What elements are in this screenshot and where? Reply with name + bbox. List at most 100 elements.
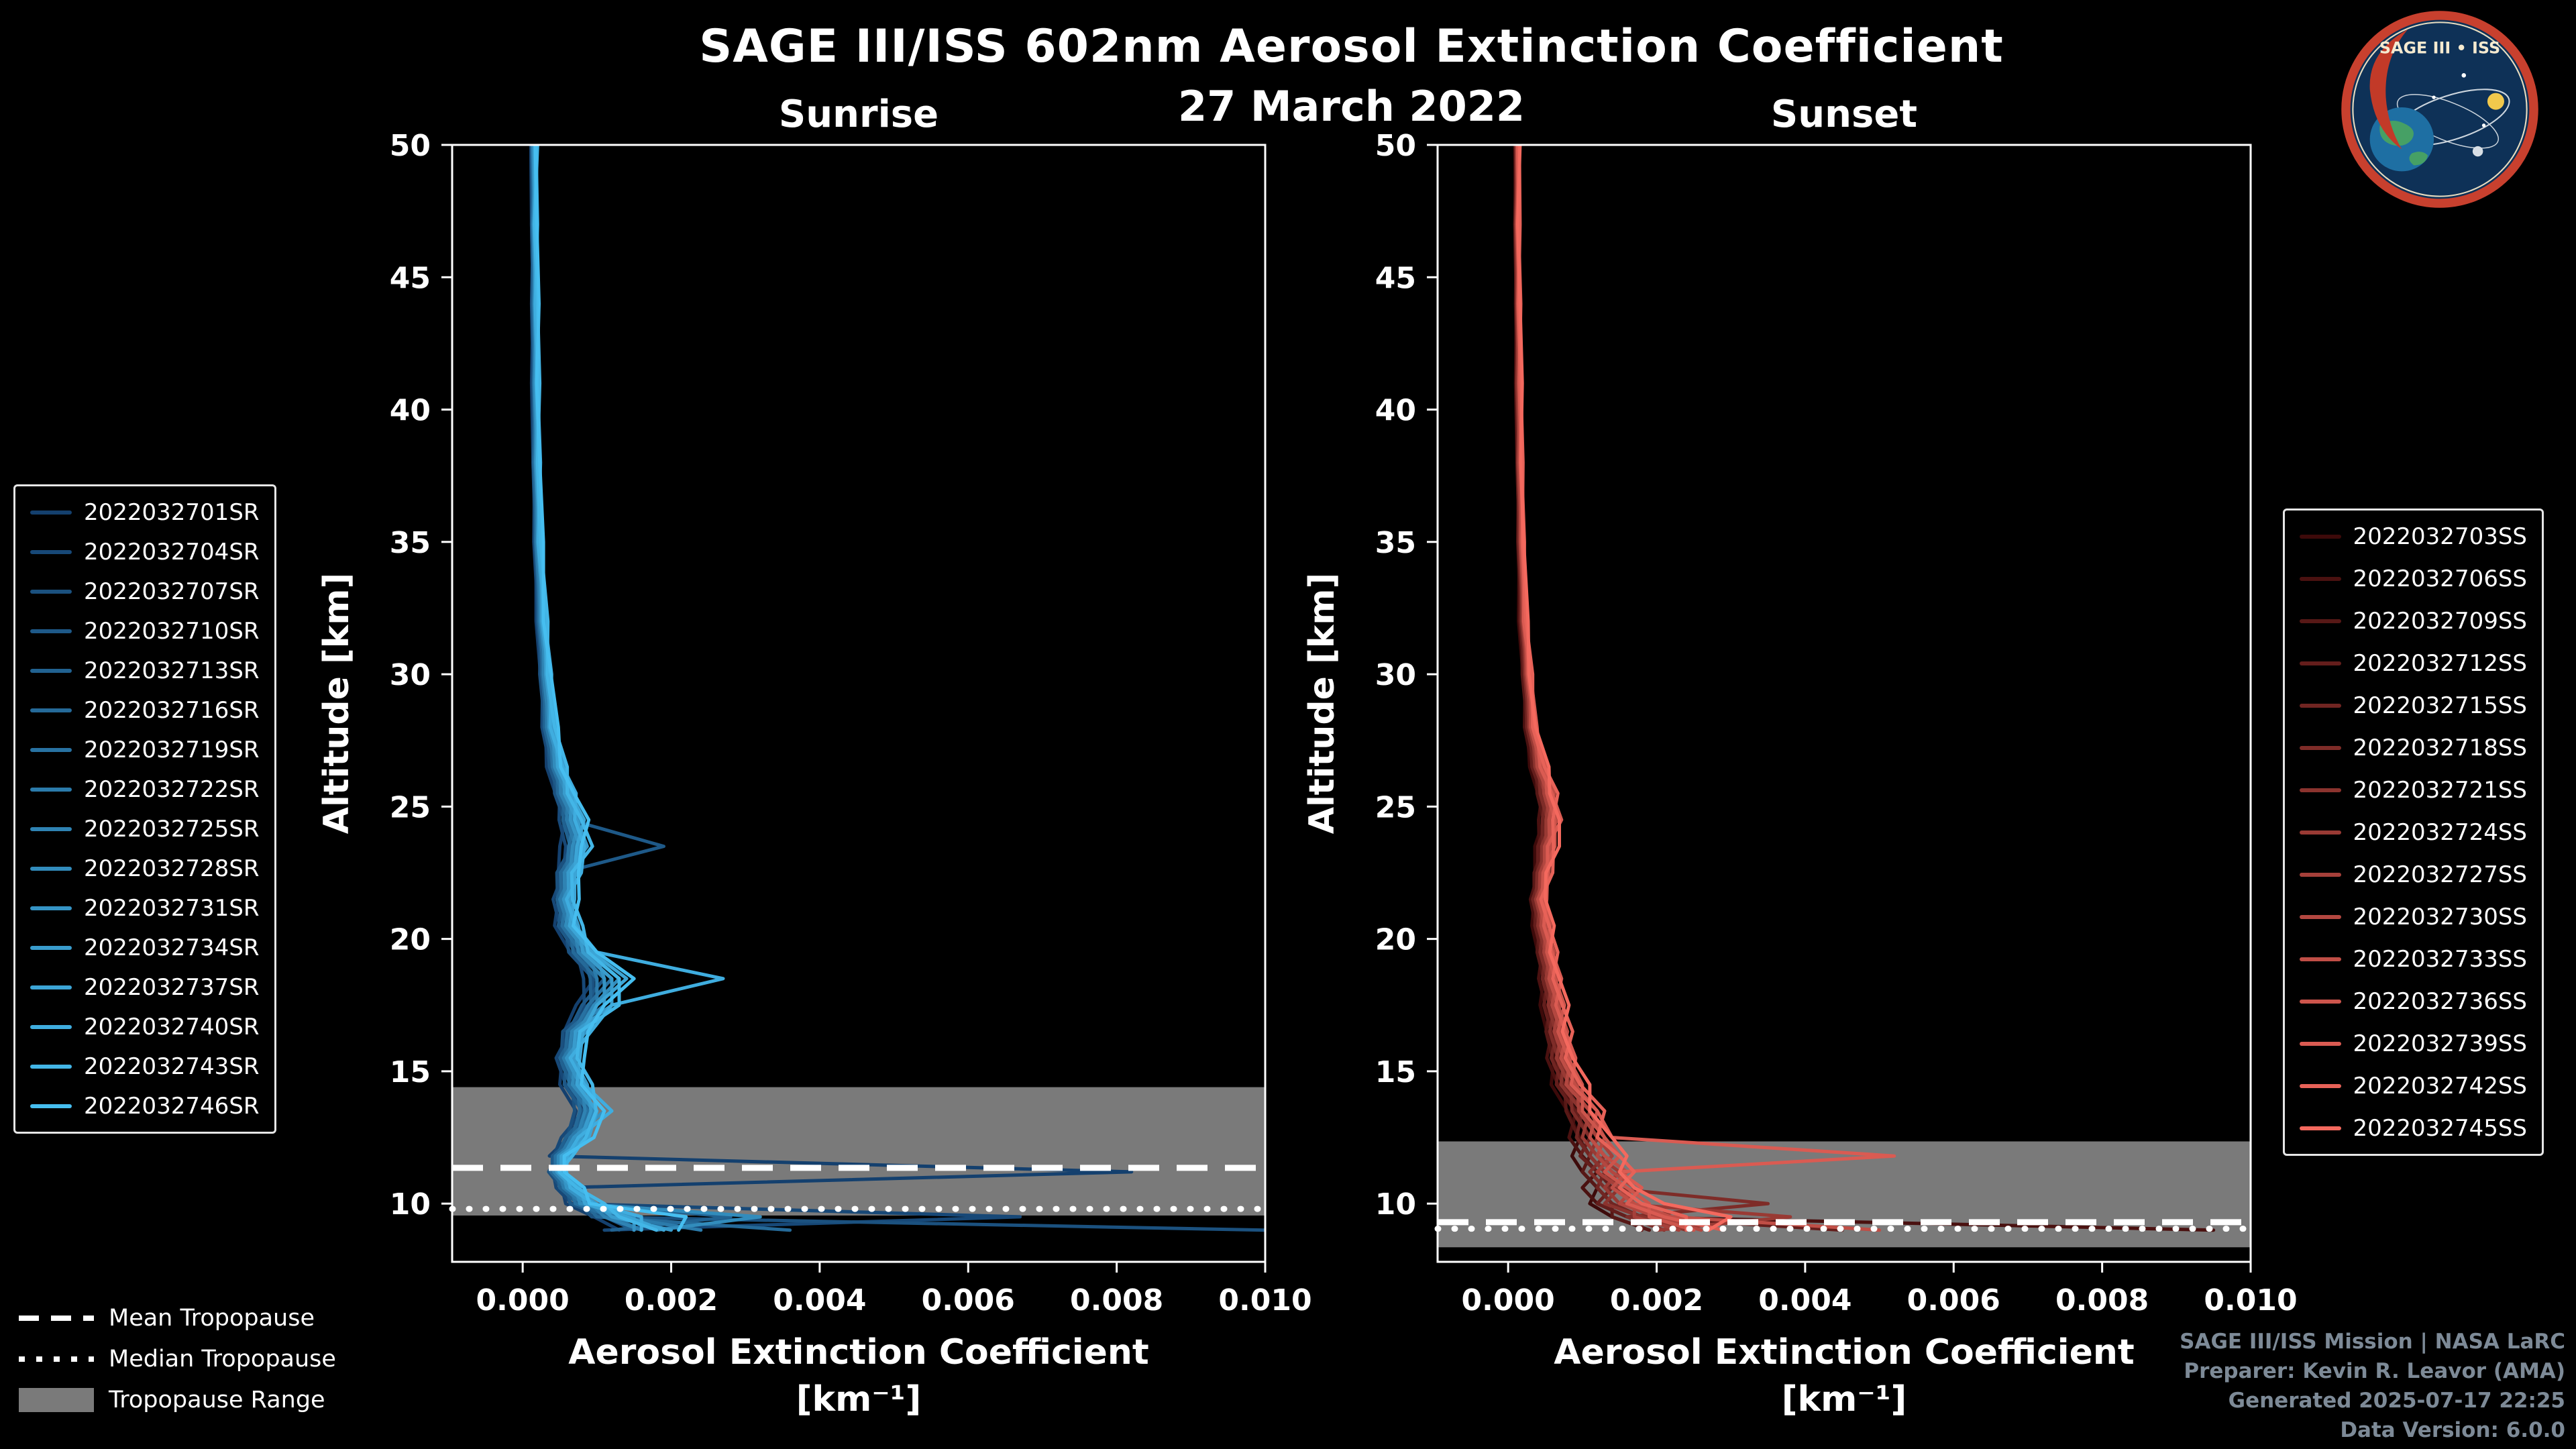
- legend-item-2022032737SR: 2022032737SR: [30, 973, 260, 1001]
- sunrise-y-axis-label: Altitude [km]: [317, 573, 357, 835]
- legend-item-2022032727SS: 2022032727SS: [2299, 861, 2527, 888]
- legend-item-2022032718SS: 2022032718SS: [2299, 734, 2527, 761]
- legend-line-swatch: [30, 985, 72, 989]
- legend-line-swatch: [2299, 534, 2341, 539]
- logo-earth-land-2: [2409, 152, 2428, 166]
- profile-2022032703SS: [1513, 145, 1651, 1232]
- legend-item-2022032745SS: 2022032745SS: [2299, 1114, 2527, 1142]
- legend-event-label: 2022032743SR: [84, 1053, 260, 1080]
- legend-line-swatch: [30, 1104, 72, 1108]
- y-tick-label: 15: [390, 1055, 431, 1089]
- tropopause-range-legend-row: Tropopause Range: [19, 1386, 336, 1413]
- legend-event-label: 2022032731SR: [84, 894, 260, 922]
- sage-iss-logo: SAGE III • ISS: [2341, 11, 2538, 208]
- legend-event-label: 2022032724SS: [2353, 818, 2527, 846]
- legend-item-2022032724SS: 2022032724SS: [2299, 818, 2527, 846]
- x-tick-label: 0.010: [2204, 1283, 2297, 1318]
- logo-star-2: [2481, 123, 2486, 127]
- sunrise-panel-title: Sunrise: [778, 93, 939, 136]
- legend-item-2022032743SR: 2022032743SR: [30, 1053, 260, 1080]
- y-tick-label: 10: [1375, 1187, 1416, 1222]
- y-tick-label: 30: [390, 658, 431, 692]
- x-tick-label: 0.004: [773, 1283, 866, 1318]
- legend-item-2022032734SR: 2022032734SR: [30, 934, 260, 961]
- legend-item-2022032725SR: 2022032725SR: [30, 815, 260, 843]
- legend-item-2022032712SS: 2022032712SS: [2299, 649, 2527, 677]
- y-tick-label: 30: [1375, 658, 1416, 692]
- y-tick-label: 25: [390, 790, 431, 824]
- sunrise-x-axis-label: Aerosol Extinction Coefficient: [568, 1332, 1149, 1373]
- legend-item-2022032701SR: 2022032701SR: [30, 498, 260, 526]
- legend-event-label: 2022032727SS: [2353, 861, 2527, 888]
- y-tick-label: 15: [1375, 1055, 1416, 1089]
- y-tick-label: 45: [390, 261, 431, 295]
- legend-item-2022032733SS: 2022032733SS: [2299, 945, 2527, 973]
- profile-2022032745SS: [1516, 145, 1733, 1232]
- legend-item-2022032704SR: 2022032704SR: [30, 538, 260, 566]
- legend-event-label: 2022032733SS: [2353, 945, 2527, 973]
- legend-item-2022032730SS: 2022032730SS: [2299, 903, 2527, 930]
- profile-2022032707SR: [529, 145, 1265, 1232]
- legend-item-2022032707SR: 2022032707SR: [30, 578, 260, 605]
- legend-event-label: 2022032740SR: [84, 1013, 260, 1040]
- legend-line-swatch: [2299, 1126, 2341, 1130]
- profile-2022032736SS: [1515, 145, 1696, 1232]
- legend-item-2022032746SR: 2022032746SR: [30, 1092, 260, 1120]
- footer-mission-line: SAGE III/ISS Mission | NASA LaRC: [2180, 1330, 2565, 1354]
- footer-generated-line: Generated 2025-07-17 22:25: [2228, 1389, 2565, 1413]
- logo-red-figure: [2369, 29, 2408, 150]
- sunset-plot-border: [1436, 144, 2252, 1263]
- legend-line-swatch: [30, 589, 72, 594]
- legend-item-2022032715SS: 2022032715SS: [2299, 692, 2527, 719]
- legend-line-swatch: [30, 866, 72, 871]
- legend-line-swatch: [30, 1024, 72, 1029]
- legend-line-swatch: [30, 668, 72, 673]
- legend-line-swatch: [30, 906, 72, 910]
- legend-item-2022032706SS: 2022032706SS: [2299, 565, 2527, 592]
- x-tick-label: 0.008: [1070, 1283, 1163, 1318]
- y-tick-label: 45: [1375, 261, 1416, 295]
- x-tick-label: 0.002: [625, 1283, 718, 1318]
- footer-credits: SAGE III/ISS Mission | NASA LaRC Prepare…: [2180, 1327, 2565, 1445]
- sunset-legend: 2022032703SS 2022032706SS 2022032709SS 2022…: [2282, 508, 2544, 1156]
- legend-event-label: 2022032718SS: [2353, 734, 2527, 761]
- profile-2022032734SR: [532, 145, 673, 1232]
- mean-tropopause-dash-swatch: [19, 1315, 94, 1321]
- mean-tropopause-label: Mean Tropopause: [109, 1304, 315, 1332]
- tropopause-legend: Mean Tropopause Median Tropopause Tropop…: [19, 1304, 336, 1413]
- date-subtitle: 27 March 2022: [1177, 82, 1525, 131]
- legend-line-swatch: [30, 1064, 72, 1069]
- legend-line-swatch: [2299, 999, 2341, 1004]
- legend-line-swatch: [30, 826, 72, 831]
- legend-event-label: 2022032734SR: [84, 934, 260, 961]
- legend-event-label: 2022032715SS: [2353, 692, 2527, 719]
- logo-title: SAGE III • ISS: [2379, 39, 2500, 58]
- page-title: SAGE III/ISS 602nm Aerosol Extinction Co…: [699, 20, 2004, 73]
- x-tick-label: 0.004: [1758, 1283, 1851, 1318]
- profile-2022032709SS: [1513, 145, 1651, 1232]
- legend-item-2022032731SR: 2022032731SR: [30, 894, 260, 922]
- profile-2022032706SS: [1513, 145, 2216, 1232]
- y-tick-label: 20: [1375, 923, 1416, 957]
- legend-line-swatch: [2299, 745, 2341, 750]
- legend-line-swatch: [2299, 661, 2341, 665]
- legend-line-swatch: [30, 747, 72, 752]
- footer-preparer-line: Preparer: Kevin R. Leavor (AMA): [2184, 1359, 2565, 1383]
- median-tropopause-dot-swatch: [19, 1356, 94, 1362]
- legend-item-2022032719SR: 2022032719SR: [30, 736, 260, 763]
- sunset-panel: 10 15 20 25 30 35 40 45 50 0.000 0.002 0.004 0.006 0.…: [1302, 129, 2298, 1419]
- profile-2022032701SR: [529, 145, 1134, 1232]
- y-tick-label: 20: [390, 923, 431, 957]
- sunset-x-axis-units-label: [km⁻¹]: [1782, 1379, 1907, 1419]
- legend-event-label: 2022032706SS: [2353, 565, 2527, 592]
- mean-tropopause-legend-row: Mean Tropopause: [19, 1304, 336, 1332]
- legend-line-swatch: [2299, 830, 2341, 835]
- profile-2022032713SR: [531, 145, 733, 1232]
- legend-event-label: 2022032716SR: [84, 696, 260, 724]
- sunrise-plot-border: [451, 144, 1267, 1263]
- x-tick-label: 0.008: [2055, 1283, 2149, 1318]
- legend-item-2022032722SR: 2022032722SR: [30, 775, 260, 803]
- legend-event-label: 2022032725SR: [84, 815, 260, 843]
- sunrise-legend: 2022032701SR 2022032704SR 2022032707SR 2022…: [13, 484, 276, 1134]
- legend-line-swatch: [30, 510, 72, 515]
